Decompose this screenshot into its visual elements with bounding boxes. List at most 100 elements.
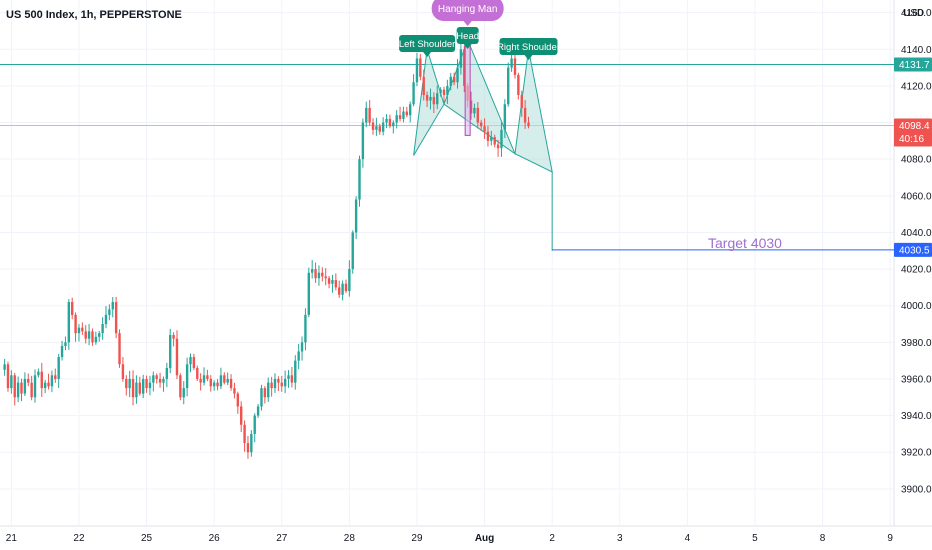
candle-body bbox=[121, 364, 125, 379]
candle-body bbox=[344, 283, 348, 292]
x-tick-label: 8 bbox=[820, 533, 826, 544]
candle-body bbox=[67, 302, 71, 343]
x-tick-label: 4 bbox=[685, 533, 691, 544]
candle-body bbox=[91, 331, 94, 343]
candle-body bbox=[294, 360, 297, 383]
x-tick-label: 22 bbox=[73, 533, 85, 544]
x-tick-label: 26 bbox=[209, 533, 221, 544]
candle-body bbox=[71, 302, 74, 315]
candle-body bbox=[226, 378, 229, 383]
candle-body bbox=[267, 382, 270, 398]
candle-body bbox=[321, 272, 324, 277]
candle-body bbox=[402, 111, 405, 119]
candle-body bbox=[327, 278, 331, 284]
candle-body bbox=[419, 58, 422, 77]
candle-body bbox=[442, 89, 446, 96]
candle-body bbox=[185, 364, 189, 389]
left-shoulder-triangle bbox=[413, 49, 445, 156]
y-tick-label: 3900.0 bbox=[901, 484, 932, 495]
candle-body bbox=[527, 122, 530, 127]
candle-body bbox=[490, 137, 493, 141]
candle-body bbox=[473, 107, 476, 114]
x-tick-label: 9 bbox=[887, 533, 893, 544]
candle-body bbox=[496, 144, 500, 149]
candle-body bbox=[513, 58, 517, 75]
candle-body bbox=[219, 375, 223, 387]
candle-body bbox=[368, 107, 371, 123]
candle-body bbox=[300, 342, 304, 352]
x-tick-label: 3 bbox=[617, 533, 623, 544]
candle-body bbox=[3, 364, 6, 370]
candle-body bbox=[243, 424, 246, 444]
candle-body bbox=[6, 364, 10, 389]
candle-body bbox=[469, 100, 473, 114]
candle-body bbox=[128, 378, 131, 389]
current-price-tag-bg bbox=[894, 118, 932, 147]
axis-unit: USD bbox=[903, 8, 924, 19]
hanging-man-bubble bbox=[431, 0, 504, 21]
candle-body bbox=[43, 382, 47, 389]
candle-body bbox=[212, 382, 216, 387]
head-bg bbox=[456, 27, 479, 44]
candle-body bbox=[125, 378, 128, 389]
y-tick-label: 4040.0 bbox=[901, 228, 932, 239]
candle-body bbox=[253, 415, 256, 434]
candle-body bbox=[250, 433, 253, 453]
candle-body bbox=[256, 406, 260, 416]
candle-body bbox=[189, 356, 192, 365]
candle-body bbox=[395, 115, 398, 123]
candle-body bbox=[40, 371, 43, 389]
candle-body bbox=[500, 129, 503, 149]
candle-body bbox=[175, 338, 179, 376]
price-levels bbox=[0, 63, 894, 126]
candle-body bbox=[162, 378, 165, 383]
price-tags: 4131.7 4030.5 4098.4 40:16 bbox=[894, 57, 932, 257]
candle-body bbox=[409, 104, 412, 116]
candle-body bbox=[196, 367, 199, 379]
candle-body bbox=[57, 356, 60, 379]
candle-body bbox=[27, 378, 30, 383]
candle-body bbox=[297, 351, 300, 361]
candle-body bbox=[23, 378, 27, 394]
y-tick-label: 3960.0 bbox=[901, 374, 932, 385]
candle-body bbox=[425, 95, 429, 101]
candle-body bbox=[229, 378, 233, 389]
y-tick-label: 3980.0 bbox=[901, 338, 932, 349]
candle-body bbox=[310, 269, 314, 273]
candle-body bbox=[148, 382, 152, 389]
candles[interactable] bbox=[3, 35, 530, 459]
candle-body bbox=[361, 122, 365, 160]
right-shoulder-pointer bbox=[524, 55, 533, 60]
candle-body bbox=[270, 382, 273, 389]
head-triangle bbox=[443, 38, 517, 156]
candle-body bbox=[314, 269, 317, 279]
hanging-man-highlight[interactable] bbox=[464, 35, 471, 136]
target-tag-bg bbox=[894, 242, 932, 257]
candle-body bbox=[206, 375, 209, 379]
candle-body bbox=[371, 122, 375, 130]
y-tick-label: 4140.0 bbox=[901, 45, 932, 56]
candle-body bbox=[47, 382, 50, 387]
left-shoulder-label: Left Shoulder bbox=[399, 39, 456, 50]
resistance-tag-label: 4131.7 bbox=[899, 60, 930, 71]
candle-body bbox=[388, 118, 392, 127]
candle-body bbox=[358, 159, 361, 200]
candle-body bbox=[118, 333, 121, 365]
right-shoulder-bg bbox=[499, 38, 558, 55]
candle-body bbox=[277, 378, 280, 383]
x-tick-label: 29 bbox=[411, 533, 423, 544]
hanging-man-pointer bbox=[462, 20, 473, 26]
candle-body bbox=[260, 388, 263, 407]
candle-body bbox=[523, 107, 527, 123]
candle-body bbox=[145, 378, 148, 389]
candle-body bbox=[365, 107, 368, 123]
candle-body bbox=[131, 378, 135, 398]
candle-body bbox=[479, 122, 483, 127]
candle-body bbox=[493, 137, 496, 145]
candle-body bbox=[263, 388, 267, 398]
candle-body bbox=[341, 283, 344, 295]
countdown-label: 40:16 bbox=[899, 134, 924, 145]
candle-body bbox=[84, 331, 87, 339]
